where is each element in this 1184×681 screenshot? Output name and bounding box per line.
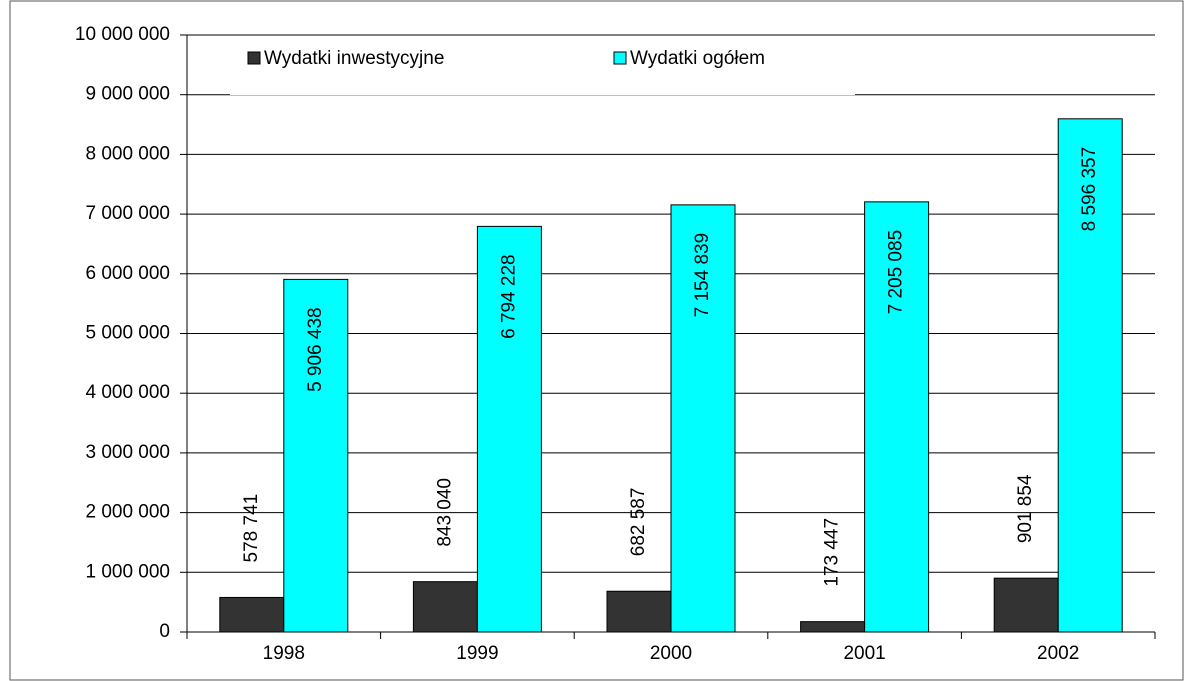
chart-border <box>9 0 1184 681</box>
y-tick-label: 6 000 000 <box>85 263 170 284</box>
bar <box>606 590 672 633</box>
bar <box>993 577 1059 633</box>
y-tick-label: 2 000 000 <box>85 502 170 523</box>
x-tick-label: 2002 <box>1037 643 1079 664</box>
bar <box>412 581 478 633</box>
data-label: 843 040 <box>434 478 455 547</box>
y-tick-label: 1 000 000 <box>85 561 170 582</box>
bar <box>1057 118 1123 633</box>
y-tick-label: 8 000 000 <box>85 143 170 164</box>
data-label: 5 906 438 <box>305 307 326 392</box>
legend-swatch <box>247 51 261 65</box>
data-label: 6 794 228 <box>498 254 519 339</box>
data-label: 578 741 <box>241 494 262 563</box>
bar <box>864 201 930 633</box>
bar <box>476 225 542 633</box>
x-tick-label: 1999 <box>456 643 498 664</box>
data-label: 8 596 357 <box>1079 147 1100 232</box>
y-tick-label: 7 000 000 <box>85 203 170 224</box>
y-tick-label: 0 <box>159 621 170 642</box>
legend-swatch <box>613 51 627 65</box>
bar <box>670 204 736 633</box>
data-label: 7 154 839 <box>692 233 713 318</box>
x-tick-label: 2001 <box>843 643 885 664</box>
legend-box <box>230 40 855 95</box>
y-tick-label: 9 000 000 <box>85 84 170 105</box>
bar <box>800 621 866 633</box>
y-tick-label: 5 000 000 <box>85 323 170 344</box>
data-label: 7 205 085 <box>886 230 907 315</box>
data-label: 682 587 <box>628 488 649 557</box>
y-tick-label: 3 000 000 <box>85 442 170 463</box>
bar <box>219 596 285 633</box>
legend-label: Wydatki ogółem <box>630 48 765 69</box>
bar <box>283 278 349 633</box>
data-label: 173 447 <box>822 518 843 587</box>
legend-label: Wydatki inwestycyjne <box>264 48 444 69</box>
y-tick-label: 10 000 000 <box>75 24 170 45</box>
y-tick-label: 4 000 000 <box>85 382 170 403</box>
x-tick-label: 2000 <box>650 643 692 664</box>
legend: Wydatki inwestycyjne Wydatki ogółem <box>230 40 855 95</box>
x-tick-label: 1998 <box>263 643 305 664</box>
data-label: 901 854 <box>1015 474 1036 543</box>
